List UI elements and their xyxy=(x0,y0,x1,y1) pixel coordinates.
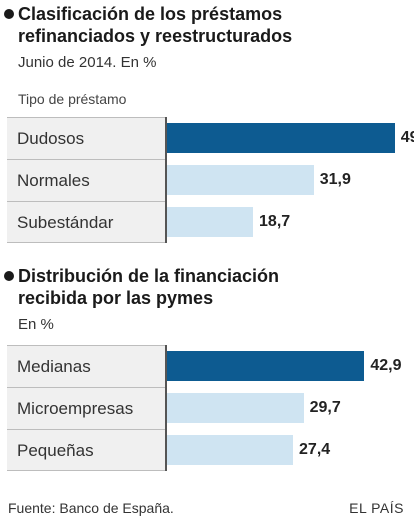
chart2-plot: Medianas 42,9 Microempresas 29,7 Pequeñas 27,… xyxy=(0,345,414,473)
bar xyxy=(167,165,314,195)
category-label: Dudosos xyxy=(7,117,165,159)
data-label: 49,5 xyxy=(400,129,414,146)
chart1-subtitle: Junio de 2014. En % xyxy=(18,54,157,71)
category-label: Microempresas xyxy=(7,387,165,429)
chart2-title: Distribución de la financiación recibida… xyxy=(18,266,280,308)
chart2-subtitle: En % xyxy=(18,316,54,333)
chart1-category-header: Tipo de préstamo xyxy=(18,91,127,107)
data-label: 42,9 xyxy=(370,357,402,374)
bar xyxy=(167,123,395,153)
category-label: Subestándar xyxy=(7,201,165,243)
chart1-plot: Dudosos 49,5 Normales 31,9 Subestándar 18,7 xyxy=(0,117,414,245)
data-label: 27,4 xyxy=(299,441,331,458)
category-label: Normales xyxy=(7,159,165,201)
source-note: Fuente: Banco de España. xyxy=(8,500,174,516)
data-label: 29,7 xyxy=(309,399,341,416)
data-label: 18,7 xyxy=(259,213,291,230)
brand-logo: EL PAÍS xyxy=(349,500,404,516)
chart1-title: Clasificación de los préstamos refinanci… xyxy=(18,4,293,46)
title-bullet-icon xyxy=(4,9,14,19)
bar xyxy=(167,435,294,465)
axis-line xyxy=(165,345,167,471)
axis-line xyxy=(165,117,167,243)
bar xyxy=(167,351,365,381)
bar xyxy=(167,393,304,423)
category-label: Medianas xyxy=(7,345,165,387)
data-label: 31,9 xyxy=(319,171,351,188)
bar xyxy=(167,207,254,237)
title-bullet-icon xyxy=(4,271,14,281)
category-label: Pequeñas xyxy=(7,429,165,471)
